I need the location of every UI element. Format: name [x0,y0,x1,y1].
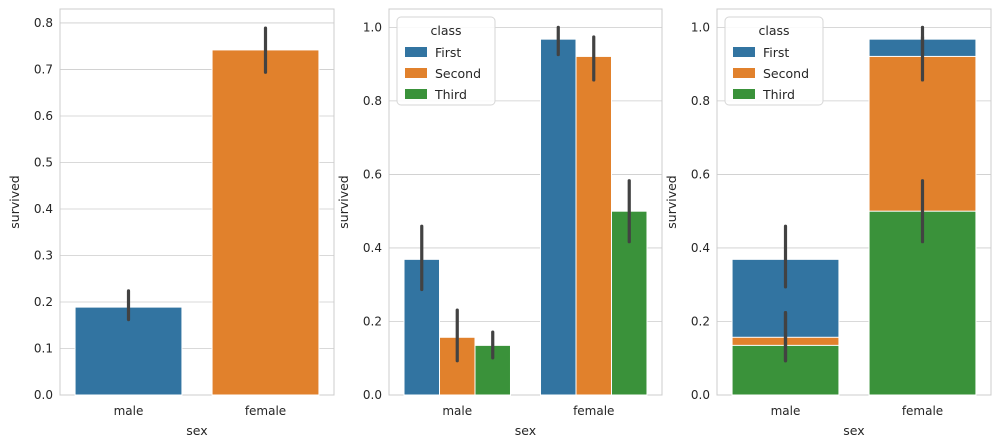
y-tick-label: 0.0 [34,388,53,402]
y-tick-label: 0.4 [363,241,382,255]
legend-label: First [435,45,461,60]
legend-title: class [758,23,789,38]
legend-swatch [405,68,427,78]
y-tick-label: 0.4 [691,241,710,255]
legend-label: Third [762,87,795,102]
x-tick-label: female [573,404,614,418]
y-tick-label: 0.5 [34,155,53,169]
y-tick-label: 0.0 [691,388,710,402]
bar [74,306,183,396]
chart-2: 0.0 0.2 0.4 0.6 0.8 1.0 male female sex survived c… [336,8,663,438]
legend-label: Third [434,87,467,102]
bar [575,55,612,396]
y-tick-label: 0.6 [34,109,53,123]
legend-swatch [733,47,755,57]
y-tick-label: 0.1 [34,341,53,355]
axes-frame [388,8,663,396]
legend: class First Second Third [724,16,824,106]
y-axis-label: survived [7,175,22,228]
legend-title: class [430,23,461,38]
x-axis-label: sex [843,423,864,438]
y-tick-label: 0.3 [34,248,53,262]
y-axis-label: survived [336,175,351,228]
legend-swatch [405,47,427,57]
legend: class First Second Third [396,16,496,106]
legend-swatch [733,89,755,99]
chart-1: 0.0 0.1 0.2 0.3 0.4 0.5 0.6 0.7 0.8 male female sex… [7,8,335,438]
legend-label: Second [763,66,809,81]
bar [211,49,320,396]
x-tick-label: male [771,404,801,418]
x-tick-label: male [114,404,144,418]
y-tick-label: 0.8 [363,94,382,108]
y-tick-label: 0.2 [363,314,382,328]
x-tick-label: male [442,404,472,418]
x-tick-label: female [902,404,943,418]
y-tick-label: 0.7 [34,62,53,76]
legend-box [724,16,824,106]
legend-label: First [763,45,789,60]
legend-swatch [733,68,755,78]
y-tick-label: 0.8 [34,16,53,30]
axes-frame [59,8,335,396]
y-tick-label: 1.0 [363,20,382,34]
legend-label: Second [435,66,481,81]
y-tick-label: 0.6 [691,167,710,181]
y-tick-label: 0.8 [691,94,710,108]
y-tick-label: 1.0 [691,20,710,34]
bar [540,38,577,396]
y-tick-label: 0.2 [691,314,710,328]
y-axis-label: survived [664,175,679,228]
y-tick-label: 0.4 [34,202,53,216]
y-tick-label: 0.0 [363,388,382,402]
x-axis-label: sex [186,423,207,438]
x-tick-label: female [245,404,286,418]
legend-box [396,16,496,106]
y-tick-label: 0.6 [363,167,382,181]
chart-3: 0.0 0.2 0.4 0.6 0.8 1.0 male female sex survived c… [664,8,992,438]
legend-swatch [405,89,427,99]
y-tick-label: 0.2 [34,295,53,309]
axes-frame [716,8,992,396]
x-axis-label: sex [515,423,536,438]
